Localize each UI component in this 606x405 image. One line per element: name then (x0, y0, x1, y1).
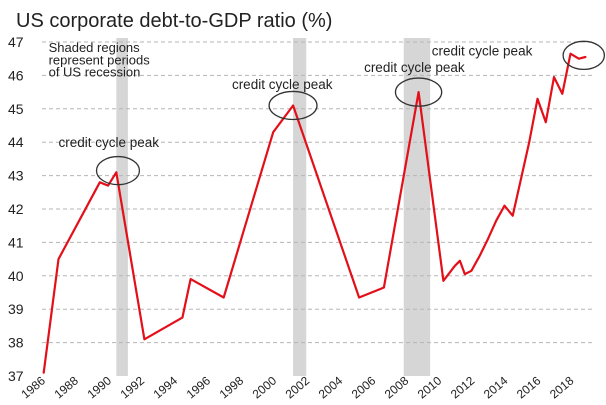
data-point (511, 214, 514, 217)
chart-title: US corporate debt-to-GDP ratio (%) (16, 10, 332, 32)
data-point (143, 338, 146, 341)
peak-circles-layer (95, 40, 606, 186)
data-point (107, 184, 109, 187)
data-point (478, 254, 481, 257)
data-point (417, 91, 420, 93)
data-point (584, 56, 587, 58)
recession-band-2 (403, 38, 431, 376)
data-point (115, 171, 118, 174)
data-point (536, 97, 539, 100)
y-tick-label: 43 (8, 168, 24, 184)
data-point (528, 141, 531, 143)
y-tick-label: 42 (8, 201, 24, 217)
data-point (553, 76, 555, 78)
data-point (292, 104, 294, 107)
recession-note-line: represent periods (49, 52, 151, 67)
data-point (222, 296, 225, 299)
data-point (454, 264, 456, 267)
data-point (358, 296, 360, 299)
data-point (470, 269, 473, 272)
y-tick-label: 46 (8, 67, 24, 83)
x-tick-label: 1994 (151, 373, 181, 401)
x-axis-ticks: 1986 1988 1990 1992 1994 1996 1998 2000 2002 2004… (18, 373, 576, 401)
recession-band-1 (293, 38, 307, 376)
data-point (189, 278, 192, 280)
data-point (181, 316, 184, 319)
peak-circle-1 (268, 90, 318, 121)
x-tick-label: 2006 (349, 373, 379, 401)
data-point (520, 178, 522, 180)
data-point (99, 181, 101, 184)
y-tick-label: 45 (8, 101, 24, 117)
x-tick-label: 1992 (118, 373, 148, 401)
x-tick-label: 2004 (316, 373, 346, 401)
peak-circle-2 (394, 77, 443, 107)
x-tick-label: 1996 (184, 373, 214, 401)
recession-note-line: Shaded regions (49, 40, 141, 55)
credit-cycle-peak-label: credit cycle peak (364, 60, 465, 75)
recession-note-line: of US recession (49, 65, 141, 80)
x-tick-label: 2008 (382, 373, 412, 401)
x-tick-label: 2010 (415, 373, 445, 401)
y-tick-label: 41 (8, 234, 24, 250)
x-tick-label: 2000 (250, 373, 280, 401)
data-point (272, 131, 275, 133)
x-tick-label: 2016 (514, 373, 544, 401)
x-tick-label: 2012 (448, 373, 478, 401)
y-axis-ticks: 37 38 39 40 41 42 43 44 45 46 47 (8, 34, 24, 384)
data-point (464, 273, 466, 275)
data-point (487, 238, 489, 240)
data-point (544, 121, 547, 123)
data-point (57, 258, 60, 260)
series-layer (42, 52, 587, 374)
data-point (383, 286, 385, 289)
data-point (561, 92, 564, 95)
y-tick-label: 38 (8, 335, 24, 351)
peak-circle-3 (562, 40, 606, 71)
credit-cycle-peak-label: credit cycle peak (432, 43, 533, 58)
x-tick-label: 1988 (52, 373, 82, 401)
x-tick-label: 2018 (547, 373, 577, 401)
y-tick-label: 44 (8, 134, 24, 150)
y-tick-label: 39 (8, 301, 24, 317)
data-point (42, 371, 45, 374)
x-tick-label: 1990 (85, 373, 115, 401)
data-point (503, 204, 506, 207)
data-point (577, 57, 580, 60)
y-tick-label: 40 (8, 268, 24, 284)
peak-circle-0 (95, 155, 141, 186)
x-tick-label: 2002 (283, 373, 313, 401)
x-tick-label: 1998 (217, 373, 247, 401)
data-point (495, 219, 498, 222)
data-point (459, 259, 461, 262)
y-tick-label: 37 (8, 368, 24, 384)
x-tick-label: 2014 (481, 373, 511, 401)
credit-cycle-peak-label: credit cycle peak (59, 135, 160, 150)
y-tick-label: 47 (8, 34, 24, 50)
data-point (569, 52, 572, 55)
credit-cycle-peak-label: credit cycle peak (232, 77, 333, 92)
data-point (442, 280, 445, 282)
